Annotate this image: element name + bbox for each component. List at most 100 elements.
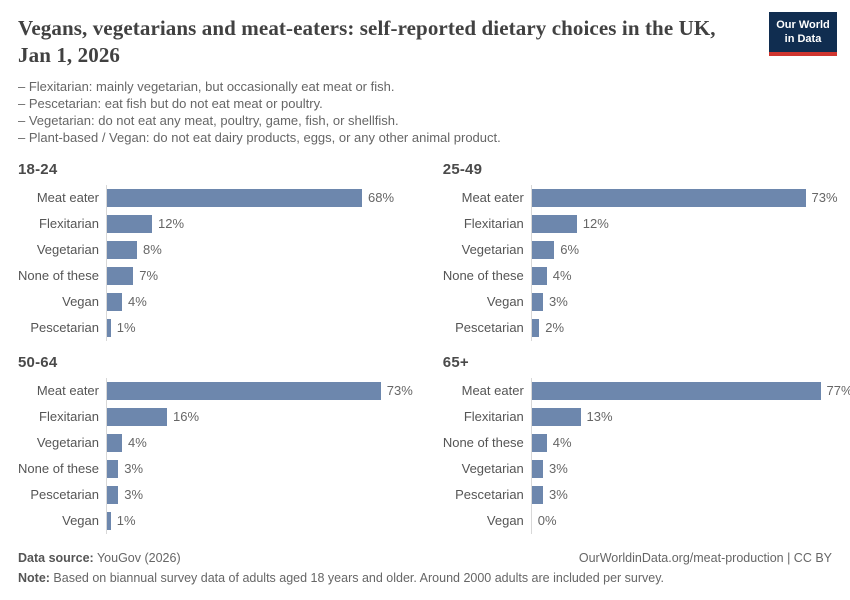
category-label: Vegetarian (36, 242, 99, 258)
bar-row: Flexitarian 12% (18, 210, 413, 237)
bar-row: Pescetarian 3% (18, 481, 413, 508)
bar (107, 318, 111, 337)
bar-value-label: 3% (124, 461, 144, 477)
bar (531, 240, 555, 259)
data-source-text: Data source: YouGov (2026) (18, 549, 181, 568)
bar (107, 266, 134, 285)
bar-row: Meat eater 73% (443, 184, 850, 211)
bar-value-label: 2% (545, 320, 565, 336)
bar-value-label: 4% (128, 294, 147, 310)
age-group-chart: 25-49 Meat eater 73% Flexitarian 12% Veg… (443, 161, 850, 341)
bar (107, 511, 111, 530)
bar-track: 3% (530, 481, 850, 508)
category-label: Pescetarian (30, 320, 99, 336)
bar-value-label: 12% (158, 216, 185, 232)
bar (531, 188, 806, 207)
subtitle-definition-line: – Pescetarian: eat fish but do not eat m… (18, 95, 323, 111)
bar-track: 12% (530, 210, 850, 237)
chart-rows: Meat eater 77% Flexitarian 13% None of t… (443, 377, 850, 534)
subtitle-definition-line: – Vegetarian: do not eat any meat, poult… (18, 112, 399, 128)
chart-title: 50-64 (18, 353, 58, 371)
bar-value-label: 4% (552, 435, 572, 451)
bar-value-label: 4% (128, 435, 147, 451)
bar-row: Vegetarian 3% (443, 455, 850, 482)
category-label: Vegan (62, 294, 99, 310)
bar (531, 381, 821, 400)
age-group-chart: 65+ Meat eater 77% Flexitarian 13% None … (443, 354, 850, 534)
bar-value-label: 3% (549, 294, 568, 310)
bar-value-label: 6% (560, 242, 580, 258)
bar-track: 12% (106, 210, 413, 237)
category-label: None of these (18, 461, 99, 477)
bar-track: 4% (530, 262, 850, 289)
bar-row: Meat eater 73% (18, 377, 413, 404)
bar-row: Vegetarian 4% (18, 429, 413, 456)
bar-row: None of these 4% (443, 429, 850, 456)
bar-value-label: 4% (552, 268, 572, 284)
attribution-text: OurWorldinData.org/meat-production | CC … (578, 551, 832, 566)
bar-value-label: 73% (386, 383, 413, 399)
bar-track: 7% (106, 262, 413, 289)
bar-track: 3% (106, 455, 413, 482)
bar (107, 485, 119, 504)
bar (531, 214, 577, 233)
bar-row: Meat eater 77% (443, 377, 850, 404)
bar-row: None of these 3% (18, 455, 413, 482)
bar-row: Vegan 3% (443, 288, 850, 315)
bar-track: 4% (106, 429, 413, 456)
chart-rows: Meat eater 73% Flexitarian 12% Vegetaria… (442, 184, 850, 341)
chart-title: 25-49 (442, 160, 483, 178)
bar-value-label: 13% (586, 409, 613, 425)
age-group-chart: 18-24 Meat eater 68% Flexitarian 12% Veg… (18, 161, 413, 341)
category-label: Meat eater (461, 190, 524, 206)
bar-row: Pescetarian 2% (443, 314, 850, 341)
category-label: Vegan (62, 513, 99, 529)
category-label: Vegan (486, 294, 524, 310)
bar-row: Flexitarian 16% (18, 403, 413, 430)
category-label: Vegetarian (461, 461, 524, 477)
bar-track: 73% (106, 377, 413, 404)
bar-row: None of these 7% (18, 262, 413, 289)
category-label: Meat eater (36, 190, 99, 206)
category-label: Vegetarian (461, 242, 524, 258)
bar-track: 73% (530, 184, 850, 211)
bar-value-label: 16% (173, 409, 200, 425)
category-label: None of these (442, 268, 524, 284)
age-group-chart: 50-64 Meat eater 73% Flexitarian 16% Veg… (18, 354, 413, 534)
chart-header: Vegans, vegetarians and meat-eaters: sel… (18, 12, 837, 146)
logo-line-2: in Data (784, 33, 822, 46)
category-label: Flexitarian (39, 216, 99, 232)
page-title: Vegans, vegetarians and meat-eaters: sel… (18, 16, 716, 67)
bar-track: 2% (530, 314, 850, 341)
bar (531, 266, 547, 285)
bar-track: 3% (106, 481, 413, 508)
bar (531, 433, 547, 452)
bar-value-label: 68% (368, 190, 395, 206)
bar-track: 6% (530, 236, 850, 263)
category-label: None of these (18, 268, 99, 284)
bar-track: 13% (530, 403, 850, 430)
bar (107, 188, 362, 207)
bar-row: Vegan 1% (18, 507, 413, 534)
bar (107, 240, 137, 259)
bar-track: 4% (106, 288, 413, 315)
bar-track: 8% (106, 236, 413, 263)
bar-track: 1% (106, 507, 413, 534)
chart-rows: Meat eater 68% Flexitarian 12% Vegetaria… (18, 184, 413, 341)
subtitle-definition-line: – Plant-based / Vegan: do not eat dairy … (18, 129, 501, 145)
bar (107, 381, 381, 400)
bar (107, 407, 167, 426)
data-source-value: YouGov (2026) (93, 551, 181, 566)
bar-track: 77% (530, 377, 850, 404)
bar-track: 68% (106, 184, 413, 211)
bar-track: 16% (106, 403, 413, 430)
bar (107, 214, 152, 233)
chart-title: 18-24 (18, 160, 58, 178)
bar (531, 292, 544, 311)
bar-value-label: 7% (139, 268, 159, 284)
bar-track: 3% (530, 455, 850, 482)
bar-row: Meat eater 68% (18, 184, 413, 211)
our-world-in-data-logo: Our World in Data (769, 12, 837, 56)
bar (107, 459, 119, 478)
bar-value-label: 0% (537, 513, 557, 529)
